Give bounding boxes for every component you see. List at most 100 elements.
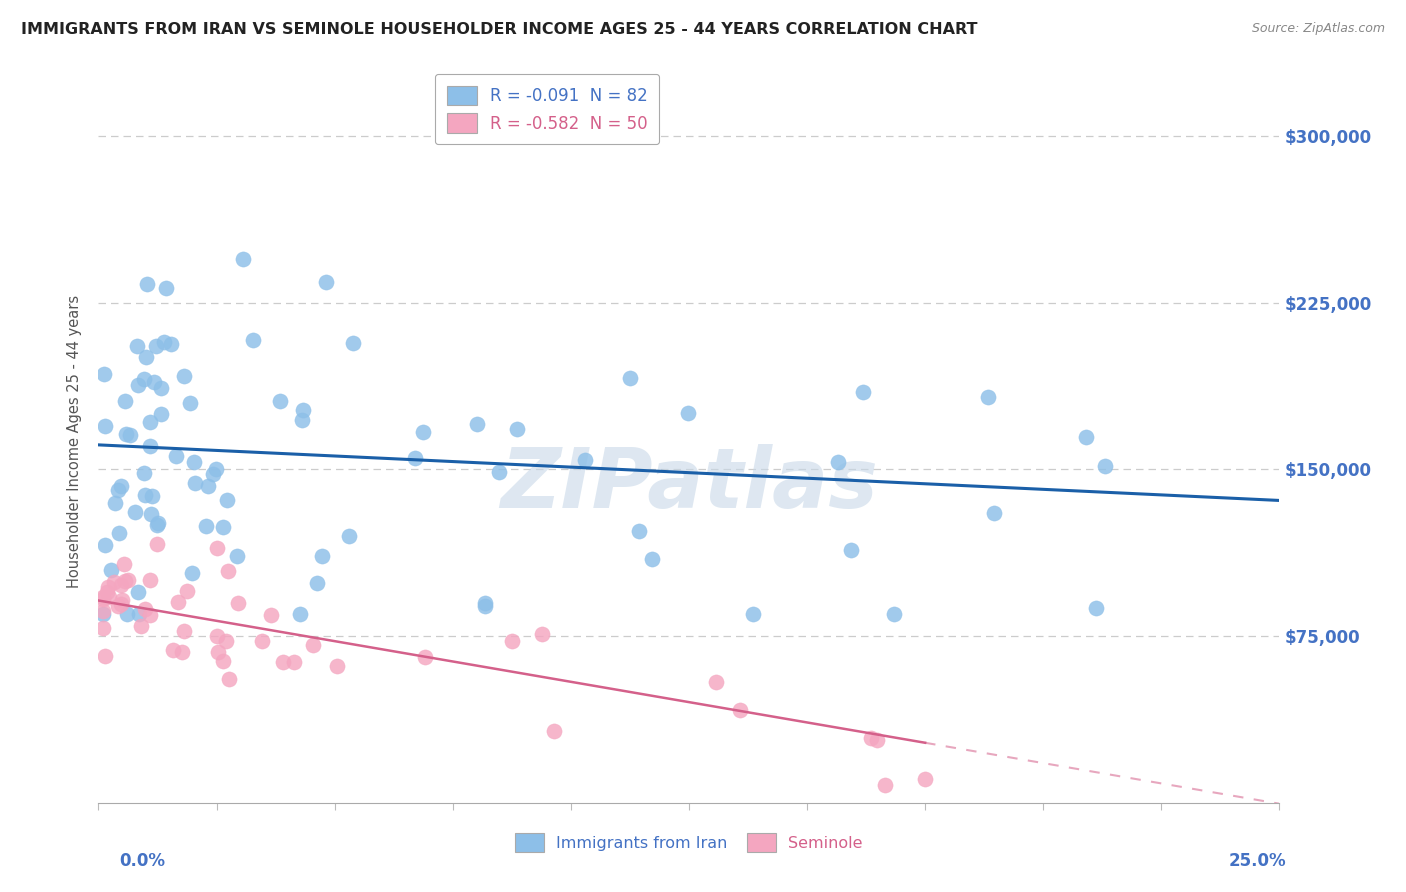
Point (139, 507, 162, 521)
Point (215, 634, 238, 648)
Point (181, 566, 204, 580)
Point (207, 645, 229, 659)
Point (883, 607, 905, 621)
Point (155, 281, 177, 295)
Point (173, 624, 195, 638)
Point (202, 467, 225, 482)
Y-axis label: Householder Income Ages 25 - 44 years: Householder Income Ages 25 - 44 years (67, 295, 83, 588)
Point (474, 599, 496, 614)
Point (159, 337, 181, 351)
Point (302, 638, 325, 652)
Point (138, 439, 160, 453)
Text: 0.0%: 0.0% (120, 852, 166, 870)
Point (107, 599, 129, 613)
Point (162, 643, 184, 657)
Point (150, 381, 173, 395)
Point (127, 338, 149, 352)
Point (741, 607, 763, 621)
Point (179, 396, 201, 410)
Point (135, 351, 157, 365)
Point (97, 590, 120, 604)
Point (94, 538, 117, 552)
Point (127, 377, 149, 392)
Text: Source: ZipAtlas.com: Source: ZipAtlas.com (1251, 22, 1385, 36)
Point (260, 607, 283, 622)
Point (114, 393, 136, 408)
Point (827, 455, 849, 469)
Point (111, 592, 134, 607)
Point (100, 563, 122, 577)
Point (91, 607, 114, 621)
Point (166, 449, 188, 463)
Point (271, 655, 294, 669)
Point (866, 733, 889, 747)
Point (132, 372, 155, 386)
Point (291, 403, 314, 417)
Point (173, 368, 195, 383)
Point (145, 338, 167, 352)
Point (543, 724, 565, 739)
Text: 25.0%: 25.0% (1229, 852, 1286, 870)
Point (110, 597, 132, 611)
Point (94, 648, 117, 663)
Point (506, 422, 529, 436)
Point (217, 493, 239, 508)
Point (1084, 601, 1107, 615)
Point (704, 674, 727, 689)
Point (115, 427, 138, 442)
Point (283, 655, 305, 669)
Point (124, 505, 146, 519)
Point (413, 650, 436, 665)
Point (129, 619, 152, 633)
Point (212, 654, 235, 668)
Point (184, 476, 207, 491)
Point (305, 576, 328, 591)
Point (91, 621, 114, 635)
Point (146, 516, 169, 530)
Point (104, 496, 127, 510)
Point (873, 778, 896, 792)
Point (269, 394, 291, 409)
Point (226, 596, 249, 610)
Point (117, 573, 139, 587)
Point (110, 479, 132, 493)
Point (138, 415, 160, 429)
Point (172, 645, 194, 659)
Point (120, 428, 142, 442)
Point (183, 455, 205, 469)
Point (641, 551, 664, 566)
Point (146, 537, 169, 551)
Point (730, 703, 752, 717)
Point (150, 407, 173, 421)
Point (107, 483, 129, 498)
Point (139, 573, 162, 587)
Point (93, 368, 115, 382)
Point (141, 489, 163, 503)
Point (117, 607, 139, 621)
Point (678, 406, 700, 420)
Point (225, 549, 247, 563)
Text: IMMIGRANTS FROM IRAN VS SEMINOLE HOUSEHOLDER INCOME AGES 25 - 44 YEARS CORRELATI: IMMIGRANTS FROM IRAN VS SEMINOLE HOUSEHO… (21, 22, 977, 37)
Point (839, 543, 862, 558)
Point (128, 607, 150, 621)
Point (94, 418, 117, 433)
Point (326, 658, 349, 673)
Point (108, 525, 131, 540)
Point (501, 634, 523, 648)
Point (195, 519, 218, 533)
Point (91, 591, 114, 605)
Point (619, 371, 641, 385)
Point (217, 564, 239, 578)
Point (242, 333, 264, 347)
Point (465, 417, 488, 432)
Point (218, 672, 240, 686)
Point (914, 772, 936, 786)
Point (134, 602, 156, 616)
Point (91, 591, 114, 606)
Point (127, 585, 149, 599)
Point (404, 450, 426, 465)
Point (91, 604, 114, 618)
Point (530, 626, 553, 640)
Point (146, 517, 169, 532)
Point (474, 596, 496, 610)
